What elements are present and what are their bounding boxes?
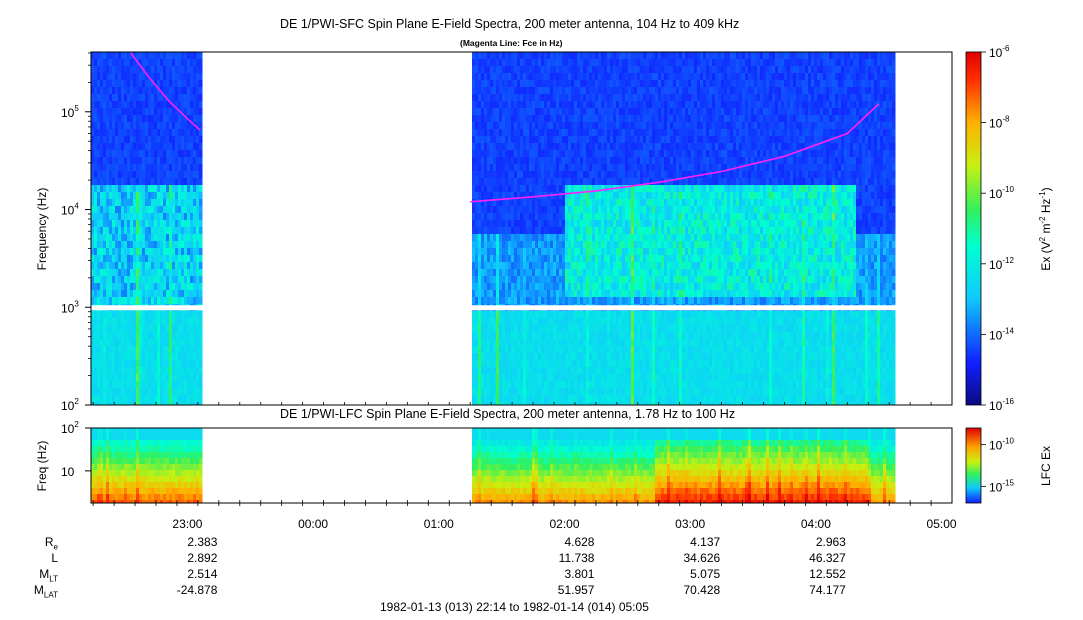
lfc-panel-title: DE 1/PWI-LFC Spin Plane E-Field Spectra,…	[280, 407, 736, 421]
time-axis: 23:00 00:00 01:00 02:00 03:00 04:00 05:00	[92, 500, 957, 531]
orbit-value: 2.963	[815, 535, 846, 549]
lfc-y-axis-label: Freq (Hz)	[35, 441, 49, 492]
cb-label-pre: Ex (V	[1039, 241, 1053, 270]
time-range-footer: 1982-01-13 (013) 22:14 to 1982-01-14 (01…	[380, 600, 649, 614]
sfc-y-tick-label: 105	[61, 104, 79, 120]
sfc-x-ticks	[92, 402, 932, 405]
colorbar-tick-label: 10-10	[989, 185, 1014, 201]
colorbar-tick-label: 10-8	[989, 115, 1010, 131]
sfc-y-tick-label: 102	[61, 397, 79, 413]
orbit-row-label-main: M	[39, 567, 50, 581]
cb-label-mid: m	[1039, 224, 1053, 237]
orbit-value: 2.383	[187, 535, 218, 549]
orbit-value: 3.801	[564, 567, 595, 581]
orbit-value: 46.327	[809, 551, 846, 565]
colorbar-tick-label: 10-14	[989, 326, 1014, 342]
sfc-y-axis: 102 103 104 105	[61, 52, 91, 413]
time-tick-label: 00:00	[298, 517, 328, 531]
orbit-value: 51.957	[557, 583, 595, 597]
lfc-spectrogram	[91, 428, 896, 503]
time-tick-label: 05:00	[927, 517, 957, 531]
lfc-y-tick-label: 102	[61, 420, 79, 436]
lfc-y-tick-label: 10	[61, 465, 75, 479]
orbit-value: 4.137	[690, 535, 721, 549]
time-tick-label: 04:00	[801, 517, 831, 531]
cb-label-post: )	[1039, 187, 1053, 191]
time-tick-label: 23:00	[172, 517, 202, 531]
orbit-value: 4.628	[564, 535, 595, 549]
sfc-y-axis-label: Frequency (Hz)	[35, 188, 49, 271]
fce-line	[130, 52, 880, 203]
orbit-row-label: L	[0, 551, 58, 565]
cb-label-sup1: 2	[1038, 236, 1047, 241]
fce-line-segment-0	[130, 52, 201, 131]
sfc-spectrogram	[91, 52, 952, 405]
orbit-value: -24.878	[176, 583, 218, 597]
lfc-colorbar-label: LFC Ex	[1039, 446, 1053, 486]
orbit-row-label-sub: e	[53, 542, 58, 552]
orbit-row-label: MLAT	[0, 583, 58, 602]
sfc-colorbar-label: Ex (V2 m-2 Hz-1)	[1038, 187, 1053, 270]
orbit-row-label-sub: LT	[49, 574, 58, 584]
orbit-value: 2.514	[187, 567, 218, 581]
orbit-value: 2.892	[187, 551, 218, 565]
colorbar-tick-label: 10-15	[989, 478, 1014, 494]
lfc-y-axis: 10 102	[61, 420, 91, 479]
orbit-value: 11.738	[558, 551, 595, 565]
sfc-colorbar-ticks: 10-16 10-14 10-12 10-10 10-8 10-6	[981, 44, 1014, 413]
orbit-row-label-sub: LAT	[43, 590, 58, 600]
cb-label-sup2: -2	[1038, 216, 1047, 224]
cb-label-mid2: Hz	[1039, 198, 1053, 216]
time-tick-label: 03:00	[675, 517, 705, 531]
time-tick-label: 02:00	[549, 517, 579, 531]
colorbar-tick-label: 10-10	[989, 437, 1014, 453]
sfc-y-tick-label: 103	[61, 299, 79, 315]
colorbar-tick-label: 10-16	[989, 397, 1014, 413]
orbit-row-label: Re	[0, 535, 58, 554]
colorbar-tick-label: 10-12	[989, 256, 1014, 272]
colorbar-tick-label: 10-6	[989, 44, 1010, 60]
orbit-value: 12.552	[809, 567, 846, 581]
sfc-panel-subtitle: (Magenta Line: Fce in Hz)	[460, 38, 563, 48]
orbit-row-label: MLT	[0, 567, 58, 586]
cb-label-sup3: -1	[1038, 191, 1047, 199]
sfc-plot-frame	[90, 51, 953, 406]
orbit-row-label-main: L	[51, 551, 58, 565]
lfc-colorbar-ticks: 10-15 10-10	[981, 437, 1014, 494]
sfc-colorbar	[965, 51, 982, 406]
orbit-row-label-main: M	[33, 583, 44, 597]
orbit-row-label-main: R	[44, 535, 54, 549]
orbit-value: 34.626	[683, 551, 721, 565]
orbit-value: 5.075	[690, 567, 721, 581]
time-tick-label: 01:00	[424, 517, 454, 531]
lfc-colorbar	[965, 427, 982, 504]
orbit-value: 74.177	[809, 583, 846, 597]
lfc-plot-frame	[90, 427, 953, 504]
fce-line-segment-1	[470, 103, 880, 203]
sfc-y-tick-label: 104	[61, 202, 79, 218]
sfc-panel-title: DE 1/PWI-SFC Spin Plane E-Field Spectra,…	[280, 17, 740, 31]
orbit-value: 70.428	[683, 583, 721, 597]
